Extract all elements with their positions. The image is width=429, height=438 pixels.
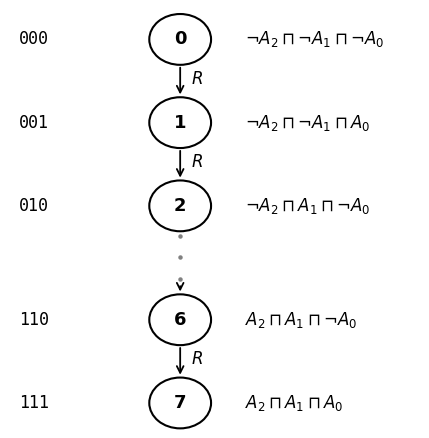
Text: $R$: $R$: [191, 153, 203, 171]
Text: 001: 001: [19, 113, 49, 132]
Text: $R$: $R$: [191, 70, 203, 88]
Text: 1: 1: [174, 113, 187, 132]
Text: $R$: $R$: [191, 350, 203, 368]
Text: 2: 2: [174, 197, 187, 215]
Ellipse shape: [149, 294, 211, 345]
Ellipse shape: [149, 14, 211, 65]
Text: $A_2 \sqcap A_1 \sqcap A_0$: $A_2 \sqcap A_1 \sqcap A_0$: [245, 393, 343, 413]
Ellipse shape: [149, 378, 211, 428]
Text: $\neg A_2 \sqcap A_1 \sqcap \neg A_0$: $\neg A_2 \sqcap A_1 \sqcap \neg A_0$: [245, 196, 370, 216]
Text: 0: 0: [174, 30, 187, 49]
Text: $A_2 \sqcap A_1 \sqcap \neg A_0$: $A_2 \sqcap A_1 \sqcap \neg A_0$: [245, 310, 357, 330]
Text: 110: 110: [19, 311, 49, 329]
Text: $\neg A_2 \sqcap \neg A_1 \sqcap \neg A_0$: $\neg A_2 \sqcap \neg A_1 \sqcap \neg A_…: [245, 29, 384, 49]
Ellipse shape: [149, 97, 211, 148]
Ellipse shape: [149, 180, 211, 231]
Text: 6: 6: [174, 311, 187, 329]
Text: 7: 7: [174, 394, 187, 412]
Text: $\neg A_2 \sqcap \neg A_1 \sqcap A_0$: $\neg A_2 \sqcap \neg A_1 \sqcap A_0$: [245, 113, 370, 133]
Text: 111: 111: [19, 394, 49, 412]
Text: 000: 000: [19, 30, 49, 49]
Text: 010: 010: [19, 197, 49, 215]
